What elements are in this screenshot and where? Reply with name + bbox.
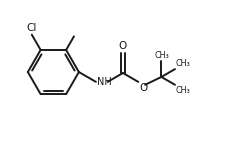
Text: CH₃: CH₃ (176, 86, 191, 95)
Text: NH: NH (97, 77, 112, 87)
Text: CH₃: CH₃ (176, 59, 191, 68)
Text: CH₃: CH₃ (154, 51, 169, 60)
Text: O: O (139, 83, 147, 93)
Text: O: O (119, 41, 127, 52)
Text: Cl: Cl (26, 23, 37, 33)
